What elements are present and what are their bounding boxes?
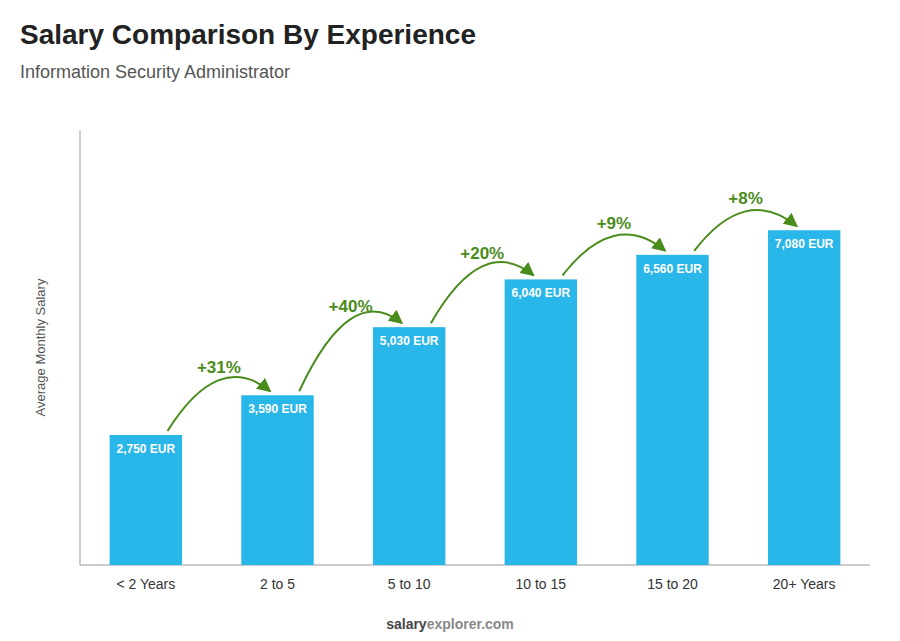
x-tick-label: 20+ Years xyxy=(773,576,836,592)
bar xyxy=(636,255,708,565)
x-axis-line xyxy=(80,565,870,566)
data-label: 6,040 EUR xyxy=(511,286,570,300)
annotation: +9% xyxy=(597,214,632,233)
data-label: 3,590 EUR xyxy=(248,402,307,416)
bar xyxy=(373,327,445,565)
annotation: +8% xyxy=(728,189,763,208)
y-axis-line xyxy=(80,130,81,565)
annotation: +31% xyxy=(197,358,241,377)
chart: Salary Comparison By Experience Informati… xyxy=(0,0,900,641)
subtitle: Information Security Administrator xyxy=(20,62,290,82)
growth-arrow xyxy=(694,210,797,251)
data-label: 5,030 EUR xyxy=(380,334,439,348)
bar xyxy=(241,395,313,565)
x-tick-label: 10 to 15 xyxy=(516,576,567,592)
data-label: 7,080 EUR xyxy=(775,237,834,251)
growth-arrow xyxy=(563,235,666,276)
annotation: +40% xyxy=(329,297,373,316)
annotation: +20% xyxy=(460,244,504,263)
bar xyxy=(505,279,577,565)
growth-arrow xyxy=(299,312,402,392)
growth-arrow xyxy=(431,262,534,323)
bar xyxy=(768,230,840,565)
title: Salary Comparison By Experience xyxy=(20,19,476,50)
x-tick-label: < 2 Years xyxy=(116,576,175,592)
x-tick-label: 5 to 10 xyxy=(388,576,431,592)
chart-container: Salary Comparison By Experience Informati… xyxy=(0,0,900,641)
data-label: 6,560 EUR xyxy=(643,262,702,276)
growth-arrow xyxy=(168,377,271,431)
bars xyxy=(110,230,841,565)
watermark-part: salary xyxy=(386,616,427,632)
watermark-part: explorer.com xyxy=(427,616,514,632)
x-tick-label: 2 to 5 xyxy=(260,576,295,592)
bar xyxy=(110,435,182,565)
y-axis-label: Average Monthly Salary xyxy=(33,278,48,416)
data-label: 2,750 EUR xyxy=(116,442,175,456)
watermark: salaryexplorer.com xyxy=(386,616,514,632)
x-tick-label: 15 to 20 xyxy=(647,576,698,592)
